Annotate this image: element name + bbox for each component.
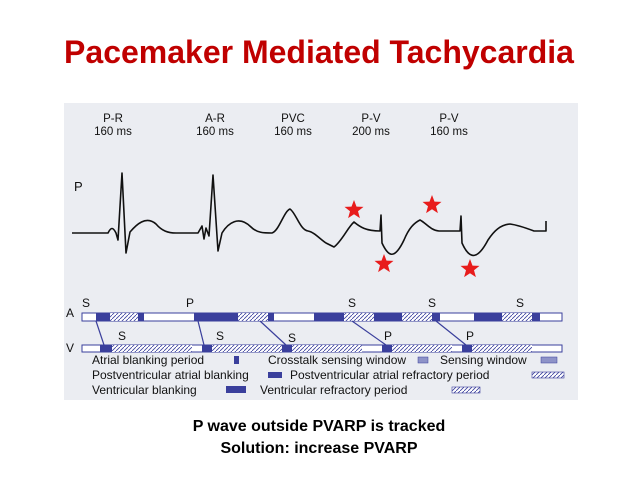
slide-title: Pacemaker Mediated Tachycardia	[64, 34, 574, 70]
ventricular-event: P	[466, 329, 475, 343]
legend-swatch-pvab	[268, 372, 282, 378]
interval-annotation: P-V 160 ms	[430, 113, 468, 138]
star-marker	[460, 259, 480, 278]
legend-swatch-sensing	[540, 356, 558, 364]
atrial-event: S	[348, 296, 357, 310]
star-marker	[344, 200, 364, 219]
legend-sensing: Sensing window	[440, 353, 527, 367]
legend-swatch-ventricular-blanking	[226, 386, 246, 393]
ventricular-channel	[81, 344, 563, 353]
star-marker	[422, 195, 442, 214]
ventricular-event: S	[216, 329, 225, 343]
atrial-channel-label: A	[66, 306, 75, 320]
ventricular-event: S	[118, 329, 127, 343]
channel-connectors	[95, 320, 467, 346]
legend-pvarp: Postventricular atrial refractory period	[290, 368, 490, 382]
ventricular-event: P	[384, 329, 393, 343]
legend-swatch-crosstalk	[417, 356, 429, 364]
pacing-diagram: P-R 160 ms A-R 160 ms PVC 160 ms P-V 200 ms …	[64, 103, 578, 400]
atrial-event: S	[516, 296, 525, 310]
legend-swatch-pvarp	[531, 371, 565, 379]
interval-annotation: PVC 160 ms	[274, 113, 312, 138]
caption-line-1: P wave outside PVARP is tracked	[192, 418, 446, 435]
star-marker	[374, 254, 394, 273]
diagram-graphics	[72, 172, 565, 394]
legend-atrial-blanking: Atrial blanking period	[92, 353, 205, 367]
atrial-channel	[81, 312, 563, 322]
legend-crosstalk: Crosstalk sensing window	[268, 353, 407, 367]
atrial-event: S	[428, 296, 437, 310]
legend-swatch-atrial-blanking	[234, 356, 239, 364]
atrial-event: S	[82, 296, 91, 310]
legend-vrp: Ventricular refractory period	[260, 383, 408, 397]
legend-ventricular-blanking: Ventricular blanking	[92, 383, 197, 397]
caption-line-2: Solution: increase PVARP	[220, 440, 418, 457]
ventricular-event: S	[288, 331, 297, 345]
ecg-p-label: P	[74, 179, 83, 194]
ventricular-channel-label: V	[66, 341, 75, 355]
interval-annotation: A-R 160 ms	[196, 113, 234, 138]
legend-pvab: Postventricular atrial blanking	[92, 368, 249, 382]
atrial-event: P	[186, 296, 195, 310]
interval-annotation: P-V 200 ms	[352, 113, 390, 138]
interval-annotation: P-R 160 ms	[94, 113, 132, 138]
legend-swatch-vrp	[451, 386, 481, 394]
ecg-trace	[72, 172, 547, 257]
